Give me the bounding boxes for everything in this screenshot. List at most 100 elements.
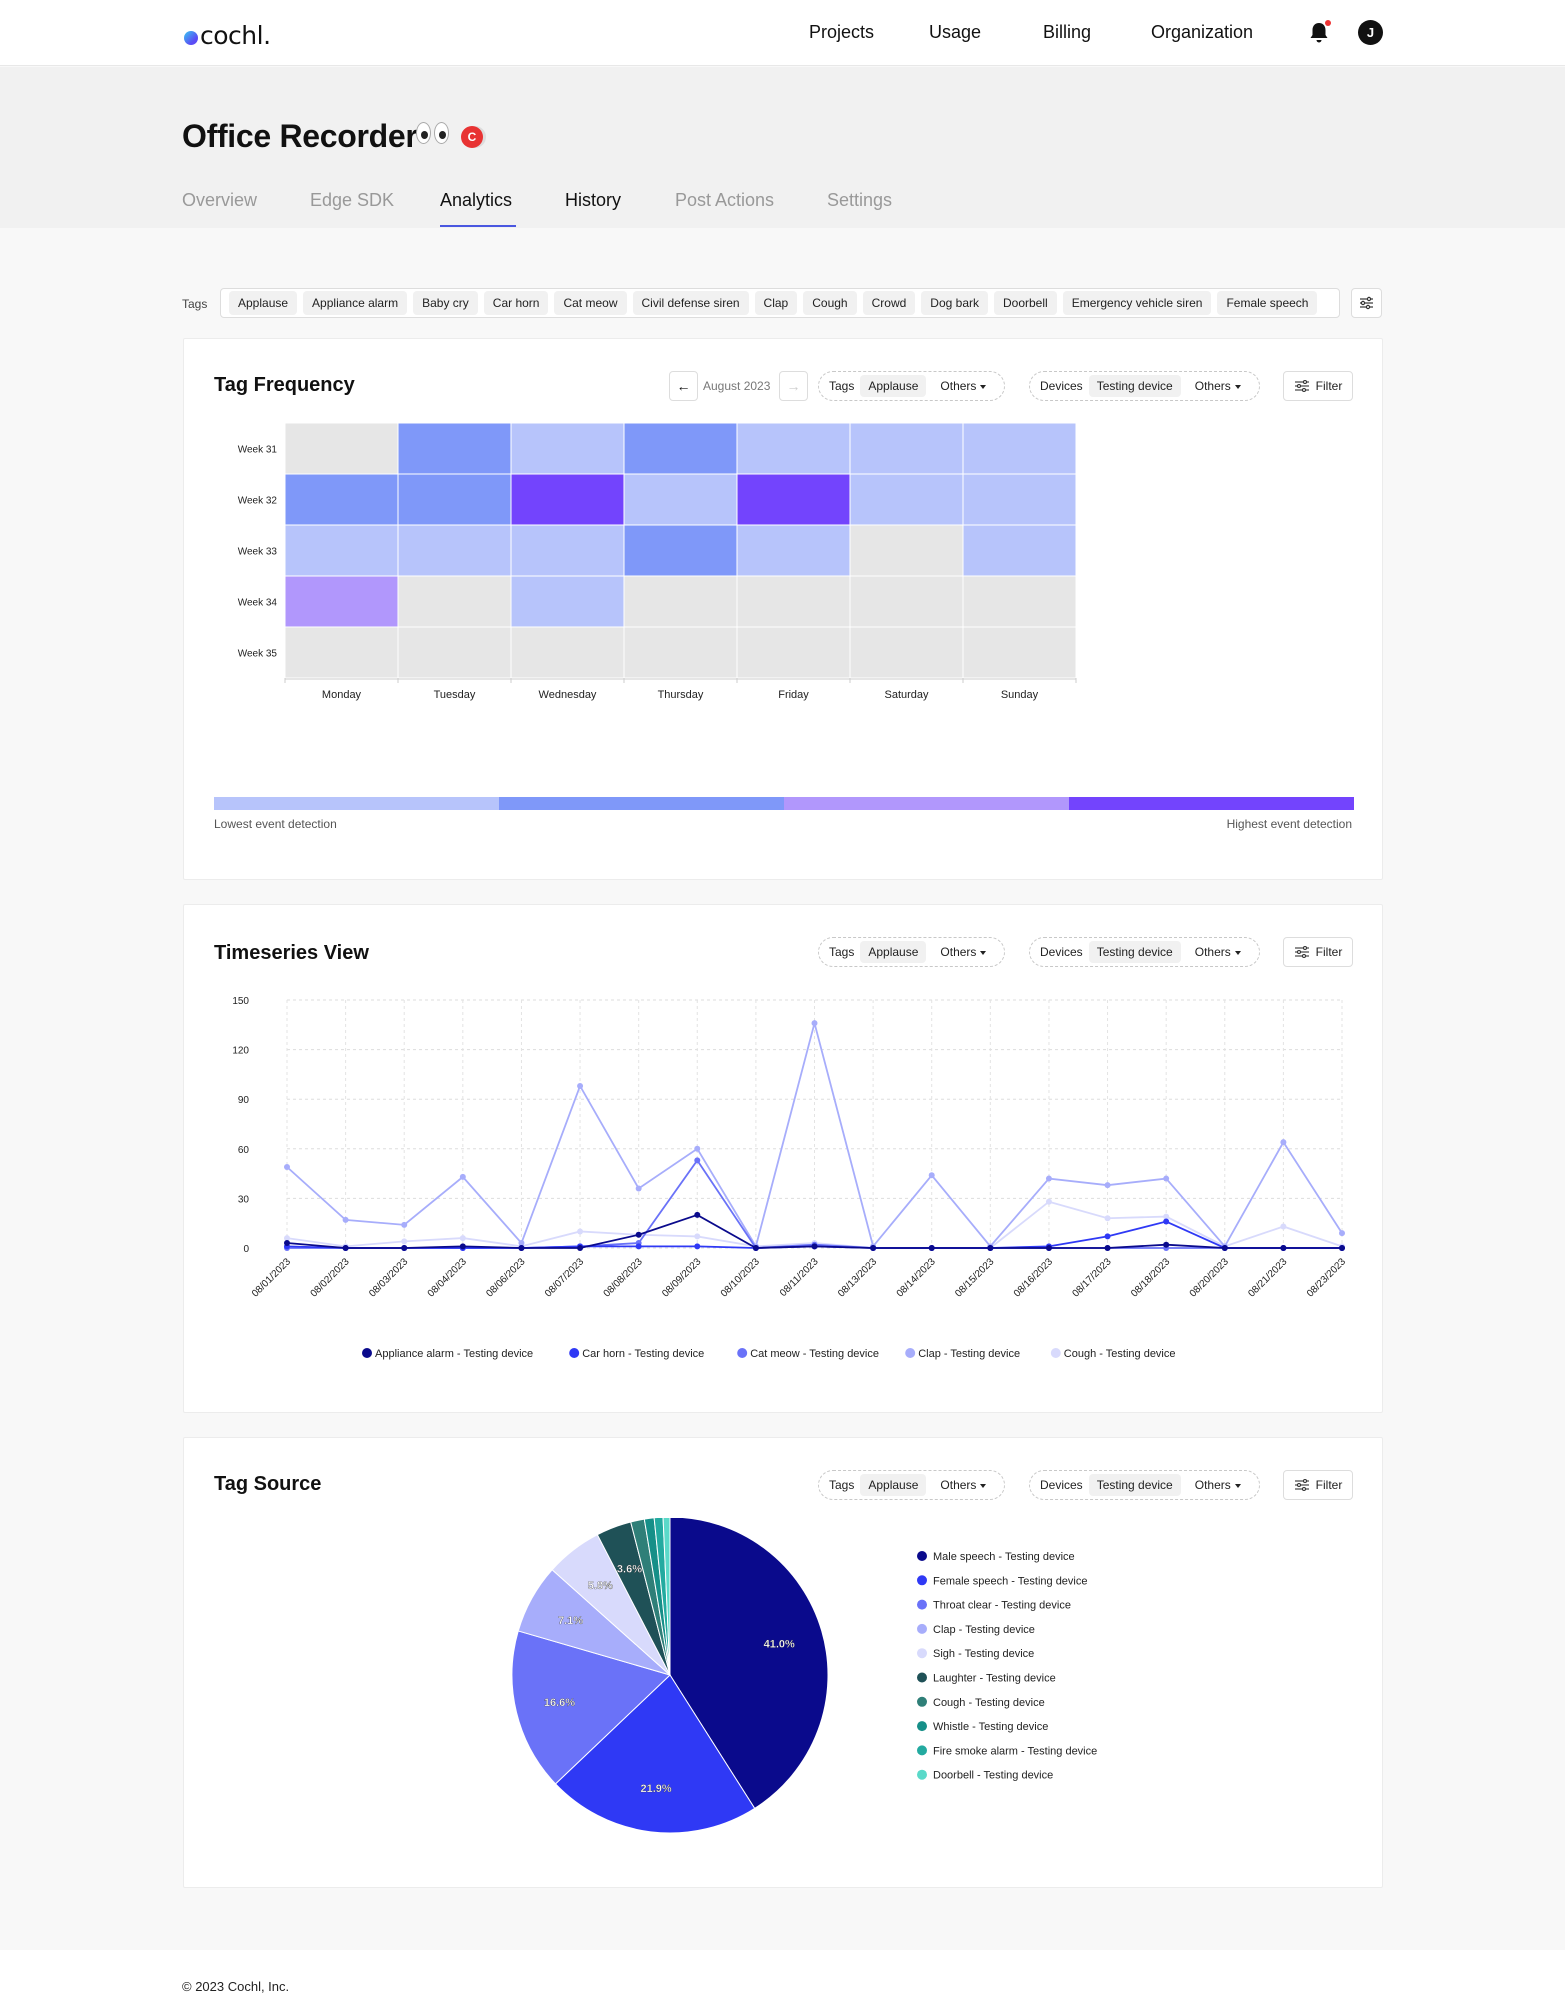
heatmap-cell[interactable] [623,575,738,628]
legend-item[interactable]: Cat meow - Testing device [737,1348,879,1360]
data-point[interactable] [577,1082,584,1089]
data-point[interactable] [518,1245,525,1251]
data-point[interactable] [635,1185,642,1192]
prev-month-button[interactable]: ← [669,371,698,401]
tags-others-dropdown[interactable]: Others [932,1474,994,1496]
filter-button[interactable]: Filter [1283,371,1353,401]
tag-chip[interactable]: Applause [229,291,298,315]
heatmap-cell[interactable] [397,575,512,628]
heatmap-cell[interactable] [962,575,1077,628]
tab-edge-sdk[interactable]: Edge SDK [310,190,395,210]
heatmap-cell[interactable] [849,626,964,679]
heatmap-cell[interactable] [284,473,399,526]
legend-item[interactable]: Clap - Testing device [917,1623,1035,1636]
legend-item[interactable]: Throat clear - Testing device [917,1599,1071,1612]
tag-chip[interactable]: Civil defense siren [632,291,749,315]
heatmap-cell[interactable] [623,626,738,679]
heatmap-cell[interactable] [736,524,851,577]
filter-button[interactable]: Filter [1283,937,1353,967]
heatmap-cell[interactable] [849,575,964,628]
legend-item[interactable]: Doorbell - Testing device [917,1769,1053,1782]
heatmap-cell[interactable] [397,422,512,475]
data-point[interactable] [284,1163,290,1170]
data-point[interactable] [342,1216,349,1223]
tag-chip[interactable]: Clap [754,291,798,315]
data-point[interactable] [635,1231,642,1238]
tags-others-dropdown[interactable]: Others [932,375,994,397]
data-point[interactable] [401,1245,408,1251]
tab-history[interactable]: History [565,190,622,210]
heatmap-cell[interactable] [510,422,625,475]
data-point[interactable] [694,1243,701,1250]
data-point[interactable] [459,1235,466,1242]
data-point[interactable] [1339,1245,1345,1251]
heatmap-cell[interactable] [284,524,399,577]
data-point[interactable] [577,1245,584,1251]
nav-usage[interactable]: Usage [929,22,982,42]
tab-overview[interactable]: Overview [182,190,258,210]
cochl-logo[interactable]: cochl. [184,21,271,50]
heatmap-cell[interactable] [962,626,1077,679]
nav-organization[interactable]: Organization [1151,22,1254,42]
data-point[interactable] [284,1240,290,1247]
heatmap-cell[interactable] [397,524,512,577]
heatmap-cell[interactable] [510,575,625,628]
tag-chip[interactable]: Emergency vehicle siren [1062,291,1212,315]
tab-post-actions[interactable]: Post Actions [675,190,775,210]
data-point[interactable] [928,1245,935,1251]
filter-button[interactable]: Filter [1283,1470,1353,1500]
data-point[interactable] [694,1157,701,1164]
data-point[interactable] [577,1228,584,1235]
heatmap-cell[interactable] [736,575,851,628]
heatmap-cell[interactable] [510,473,625,526]
data-point[interactable] [401,1221,408,1228]
data-point[interactable] [1045,1175,1052,1182]
legend-item[interactable]: Laughter - Testing device [917,1672,1056,1685]
heatmap-cell[interactable] [284,575,399,628]
legend-item[interactable]: Car horn - Testing device [569,1348,704,1360]
tab-analytics[interactable]: Analytics [440,190,513,210]
tag-chip[interactable]: Crowd [862,291,916,315]
legend-item[interactable]: Fire smoke alarm - Testing device [917,1745,1097,1757]
tags-settings-button[interactable] [1351,288,1382,318]
pie-slice[interactable] [643,1518,671,1676]
tags-selector[interactable]: Tags Applause Others [818,371,1006,401]
data-point[interactable] [1045,1245,1052,1251]
tags-filter-bar[interactable]: Applause Appliance alarm Baby cry Car ho… [220,288,1340,318]
next-month-button[interactable]: → [779,371,808,401]
user-avatar[interactable]: J [1358,20,1383,45]
data-point[interactable] [284,1235,290,1242]
heatmap-cell[interactable] [284,422,399,475]
devices-others-dropdown[interactable]: Others [1187,941,1249,963]
data-point[interactable] [459,1173,466,1180]
heatmap-cell[interactable] [284,626,399,679]
data-point[interactable] [811,1020,818,1027]
tag-chip[interactable]: Appliance alarm [303,291,408,315]
heatmap-cell[interactable] [849,422,964,475]
data-point[interactable] [1280,1223,1287,1230]
legend-item[interactable]: Sigh - Testing device [917,1648,1034,1660]
heatmap-cell[interactable] [849,524,964,577]
heatmap-cell[interactable] [510,524,625,577]
data-point[interactable] [518,1240,525,1247]
tag-chip[interactable]: Doorbell [994,291,1057,315]
data-point[interactable] [811,1243,818,1250]
devices-selector[interactable]: Devices Testing device Others [1029,371,1260,401]
legend-item[interactable]: Female speech - Testing device [917,1575,1088,1587]
data-point[interactable] [1163,1175,1170,1182]
data-point[interactable] [635,1243,642,1250]
devices-selector[interactable]: Devices Testing device Others [1029,1470,1260,1500]
legend-item[interactable]: Cough - Testing device [917,1696,1045,1709]
data-point[interactable] [1104,1215,1111,1222]
heatmap-cell[interactable] [736,422,851,475]
legend-item[interactable]: Clap - Testing device [905,1348,1020,1360]
tags-selector[interactable]: Tags Applause Others [818,937,1006,967]
tags-selector[interactable]: Tags Applause Others [818,1470,1006,1500]
heatmap-cell[interactable] [736,626,851,679]
data-point[interactable] [1104,1245,1111,1251]
pie-slice[interactable] [554,1674,756,1834]
pie-slice[interactable] [511,1630,671,1785]
data-point[interactable] [1280,1245,1287,1251]
data-point[interactable] [870,1245,877,1251]
data-point[interactable] [1339,1230,1345,1237]
